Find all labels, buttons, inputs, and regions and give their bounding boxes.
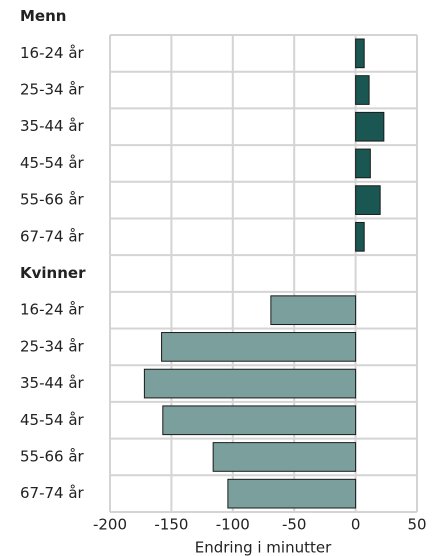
bar [355, 148, 371, 179]
y-tick-label: 25-34 år [20, 81, 85, 99]
y-tick-label: 25-34 år [20, 337, 85, 355]
x-tick-label: -150 [154, 516, 188, 534]
y-tick-label: 67-74 år [20, 484, 85, 502]
bar [355, 38, 365, 69]
y-tick-label: 16-24 år [20, 44, 85, 62]
bar [212, 442, 357, 472]
bar [355, 221, 365, 252]
bar [161, 332, 357, 362]
x-tick-label: -200 [93, 516, 127, 534]
x-tick-label: 50 [407, 516, 426, 534]
y-tick-label: 55-66 år [20, 447, 85, 465]
x-tick-label: -100 [216, 516, 250, 534]
bar [162, 405, 357, 436]
y-tick-label: 67-74 år [20, 227, 85, 245]
bar [143, 368, 357, 399]
y-tick-label: 45-54 år [20, 154, 85, 172]
group-label: Menn [20, 7, 66, 25]
y-tick-label: 45-54 år [20, 411, 85, 429]
y-tick-label: 55-66 år [20, 191, 85, 209]
x-tick-label: 0 [351, 516, 361, 534]
y-tick-label: 35-44 år [20, 117, 85, 135]
bar [270, 295, 357, 326]
y-tick-label: 35-44 år [20, 374, 85, 392]
x-tick-label: -50 [282, 516, 307, 534]
bar [355, 75, 370, 105]
bar [355, 185, 381, 215]
bar [355, 111, 385, 142]
y-tick-label: 16-24 år [20, 301, 85, 319]
x-axis-label: Endring i minutter [195, 539, 332, 556]
group-label: Kvinner [20, 264, 86, 282]
bar [227, 478, 357, 509]
